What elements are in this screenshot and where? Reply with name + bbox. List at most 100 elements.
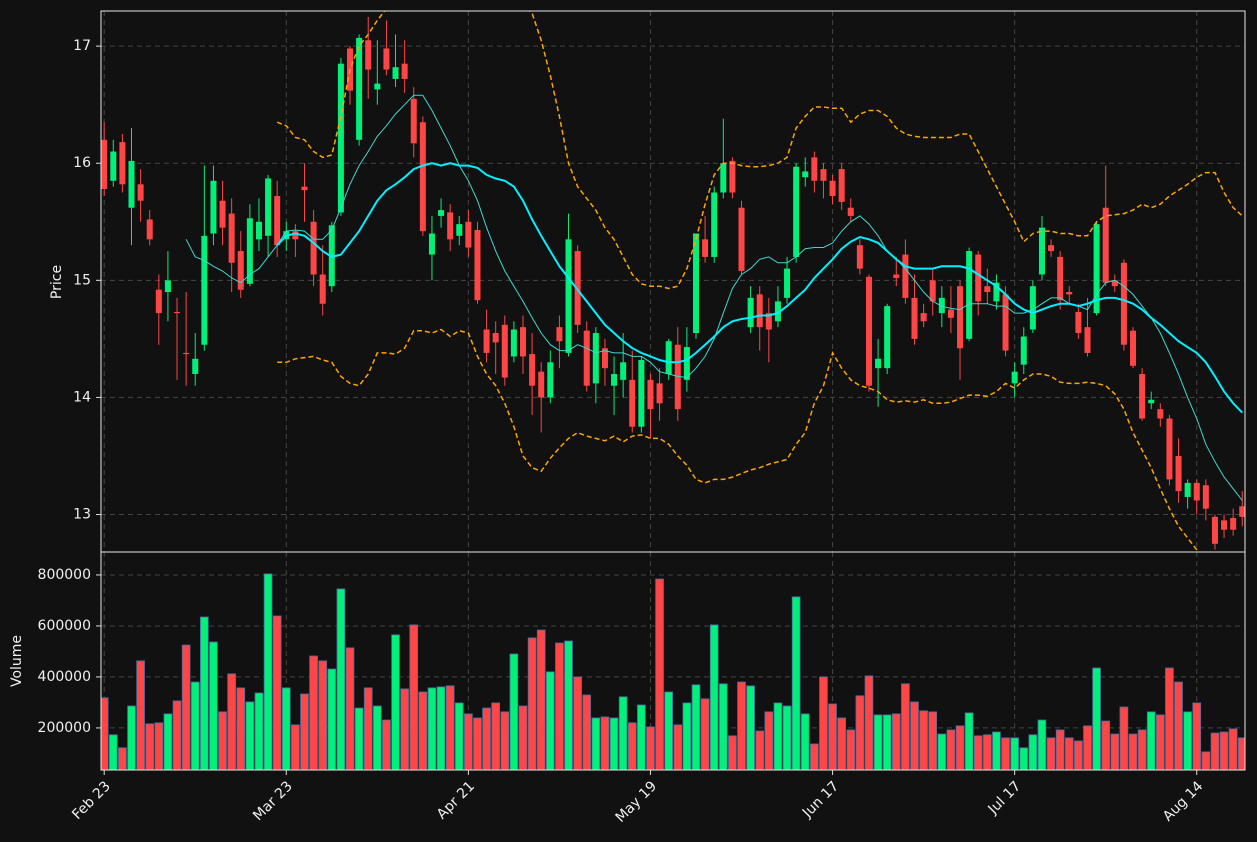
candle-body <box>1139 374 1146 419</box>
volume-bar <box>518 705 528 770</box>
candle-body <box>683 347 690 380</box>
candle-body <box>574 251 581 325</box>
volume-bar <box>409 624 419 770</box>
volume-bar <box>1037 719 1047 770</box>
volume-bar <box>473 717 482 770</box>
price-axis-label: Price <box>49 265 65 299</box>
volume-bar <box>1055 729 1065 770</box>
overlay-line <box>276 162 1244 414</box>
candle-body <box>947 309 954 318</box>
volume-bar <box>864 675 874 770</box>
candle-body <box>774 301 781 322</box>
volume-bar <box>545 671 555 770</box>
volume-bar <box>837 717 846 770</box>
candle-body <box>483 329 490 353</box>
volume-bar <box>482 707 491 770</box>
volume-bar <box>509 653 519 770</box>
candle-body <box>501 324 508 378</box>
candle-body <box>265 178 272 236</box>
y-tick-label: 15 <box>73 272 91 288</box>
volume-bar <box>901 683 910 770</box>
candle-body <box>301 186 308 191</box>
candle-body <box>1175 455 1182 492</box>
candle-body <box>665 341 672 375</box>
candle-body <box>310 221 317 275</box>
volume-bar <box>992 731 1001 770</box>
candle-body <box>356 37 363 140</box>
volume-bar <box>1201 751 1211 770</box>
candle-body <box>192 358 199 375</box>
volume-bar <box>573 676 582 770</box>
y-tick-label: 14 <box>73 389 91 405</box>
volume-bar <box>773 702 783 770</box>
candle-body <box>929 280 936 302</box>
volume-bar <box>336 588 346 770</box>
volume-bar <box>491 702 501 770</box>
candle-body <box>401 63 408 79</box>
volume-tick-label: 800000 <box>38 567 91 583</box>
candle-body <box>428 233 435 255</box>
volume-bar <box>209 641 218 770</box>
candle-body <box>957 286 964 349</box>
volume-bar <box>436 686 446 770</box>
volume-bar <box>1083 725 1092 770</box>
volume-bar <box>800 713 810 770</box>
volume-bar <box>782 705 792 770</box>
volume-bar <box>172 700 182 770</box>
candle-body <box>601 348 608 369</box>
candle-body <box>237 251 244 290</box>
candle-body <box>174 311 181 314</box>
candle-body <box>374 83 381 90</box>
volume-bar <box>200 616 209 770</box>
volume-bar <box>673 724 683 770</box>
candle-body <box>656 383 663 404</box>
candle-body <box>146 219 153 240</box>
volume-bar <box>846 729 856 770</box>
candle-body <box>119 142 126 185</box>
volume-bar <box>591 717 601 770</box>
volume-bar <box>363 687 373 770</box>
candle-body <box>966 251 973 339</box>
volume-bar <box>555 642 564 770</box>
volume-bar <box>700 698 710 770</box>
candle-body <box>993 282 1000 302</box>
candle-body <box>137 184 144 201</box>
volume-bar <box>345 647 355 770</box>
candle-body <box>1011 371 1018 384</box>
y-tick-label: 17 <box>73 38 91 54</box>
candle-body <box>155 289 162 314</box>
volume-bar <box>254 692 264 770</box>
volume-bar <box>564 640 573 770</box>
candle-body <box>101 139 108 189</box>
volume-bar <box>272 615 282 770</box>
volume-bar <box>891 713 901 770</box>
candle-body <box>674 344 681 410</box>
volume-bar <box>145 723 155 770</box>
volume-bar <box>1046 737 1056 770</box>
volume-bar <box>1010 737 1019 770</box>
volume-bar <box>828 703 837 770</box>
candle-body <box>465 221 472 248</box>
candle-body <box>201 235 208 345</box>
volume-bar <box>718 683 728 770</box>
candle-body <box>838 169 845 202</box>
volume-bar <box>136 660 145 770</box>
candle-body <box>456 224 463 236</box>
volume-bar <box>919 710 928 770</box>
volume-bar <box>1210 732 1220 770</box>
volume-bar <box>882 714 892 770</box>
candle-body <box>1002 294 1009 351</box>
candle-body <box>865 276 872 386</box>
volume-bar <box>327 668 337 770</box>
candle-body <box>255 221 262 240</box>
candle-body <box>274 196 281 246</box>
volume-bar <box>1101 720 1111 770</box>
candle-body <box>1029 286 1036 330</box>
candle-body <box>1239 506 1245 517</box>
candle-body <box>1038 227 1045 275</box>
candle-body <box>510 329 517 357</box>
volume-bar <box>418 691 428 770</box>
candle-body <box>1057 256 1064 301</box>
volume-bar <box>309 655 318 770</box>
